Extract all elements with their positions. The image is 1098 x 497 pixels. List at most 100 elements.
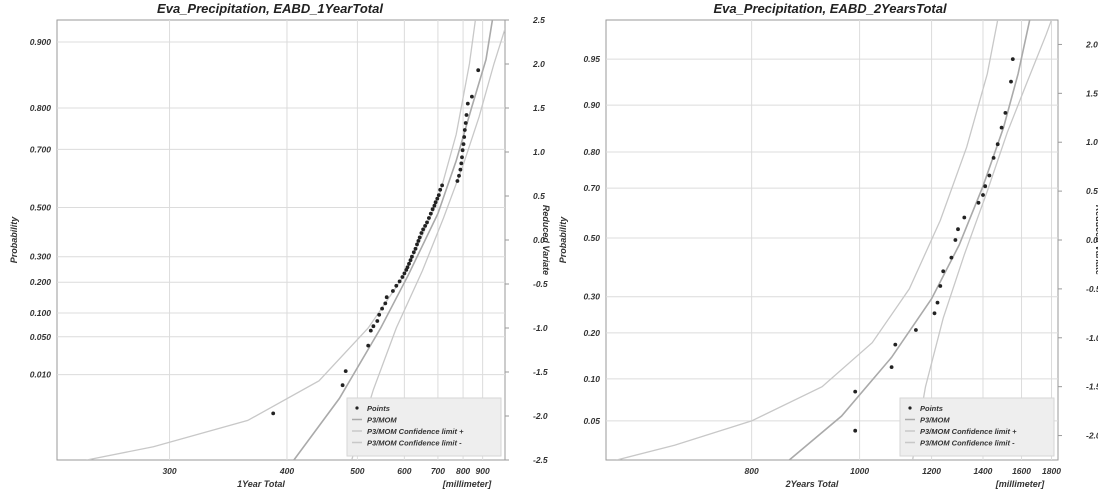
data-point (408, 258, 413, 263)
data-point (461, 142, 466, 147)
data-point (271, 411, 276, 416)
probability-tick-label: 0.30 (583, 292, 600, 302)
data-point (914, 328, 918, 332)
y-axis-label: Probability (9, 216, 19, 264)
x-tick-label: 400 (279, 466, 294, 476)
y2-axis-label: Reduced Variate (1094, 205, 1098, 275)
reduced-variate-tick-label: -0.5 (1086, 284, 1098, 294)
probability-tick-label: 0.80 (583, 147, 600, 157)
data-point (889, 365, 894, 369)
legend-box (346, 397, 502, 457)
data-point (428, 211, 433, 216)
x-tick-label: 1200 (922, 466, 941, 476)
reduced-variate-tick-label: 0.5 (1086, 186, 1098, 196)
x-axis-unit: [millimeter] (442, 479, 493, 489)
legend-label: P3/MOM (367, 416, 397, 425)
x-tick-label: 1800 (1042, 466, 1061, 476)
legend-label: P3/MOM Confidence limit + (920, 427, 1017, 436)
data-point (981, 193, 985, 197)
data-point (935, 300, 940, 305)
data-point (366, 343, 371, 348)
x-axis-unit: [millimeter] (995, 479, 1046, 489)
series-line (86, 20, 477, 460)
data-point (465, 101, 470, 106)
data-point (384, 295, 389, 300)
x-axis-label: 2Years Total (785, 479, 839, 489)
data-point (458, 167, 463, 172)
y2-axis-label: Reduced Variate (541, 205, 551, 275)
probability-tick-label: 0.10 (583, 374, 600, 384)
x-axis-label: 1Year Total (237, 479, 285, 489)
chart-panel-1: 300 400 500 600 700 800 900 0.010 0.050 0.100 0.20… (9, 1, 551, 489)
data-point (941, 269, 946, 274)
probability-tick-label: 0.95 (583, 54, 600, 64)
reduced-variate-tick-label: 0.0 (1086, 235, 1098, 245)
probability-tick-label: 0.20 (583, 328, 600, 338)
reduced-variate-tick-label: -2.5 (533, 455, 548, 465)
data-point (999, 125, 1004, 130)
probability-tick-label: 0.200 (30, 277, 52, 287)
series-group (86, 20, 505, 460)
reduced-variate-tick-label: 2.5 (532, 15, 545, 25)
reduced-variate-tick-label: -1.0 (533, 323, 548, 333)
reduced-variate-tick-label: 1.0 (533, 147, 545, 157)
probability-tick-label: 0.050 (30, 332, 52, 342)
x-tick-label: 800 (456, 466, 470, 476)
data-point (470, 94, 474, 99)
legend-label: P3/MOM Confidence limit + (367, 427, 464, 436)
data-point (1009, 79, 1013, 84)
data-point (956, 227, 960, 232)
data-point (380, 306, 384, 311)
legend: Points P3/MOM P3/MOM Confidence limit + P3/… (346, 397, 502, 457)
data-point (938, 284, 943, 288)
data-point (410, 254, 414, 259)
data-point (853, 428, 858, 433)
data-point (455, 179, 460, 183)
data-point (995, 142, 1000, 147)
data-point (417, 235, 422, 240)
data-point (949, 255, 954, 260)
reduced-variate-tick-label: -2.0 (533, 411, 548, 421)
series-line (911, 20, 1053, 460)
data-point (436, 193, 441, 198)
x-tick-label: 1600 (1012, 466, 1031, 476)
legend-marker (908, 406, 912, 410)
probability-tick-label: 0.800 (30, 103, 52, 113)
reduced-variate-tick-label: 0.5 (533, 191, 545, 201)
x-tick-label: 500 (350, 466, 364, 476)
series-line (351, 28, 505, 460)
legend-label: P3/MOM (920, 416, 950, 425)
data-point (1003, 111, 1008, 115)
reduced-variate-tick-label: 1.5 (533, 103, 545, 113)
data-point (962, 215, 967, 220)
data-point (991, 156, 996, 160)
probability-tick-label: 0.90 (583, 100, 600, 110)
data-point (893, 342, 898, 347)
data-point (435, 196, 440, 201)
x-tick-label: 300 (162, 466, 176, 476)
legend-label: P3/MOM Confidence limit - (920, 439, 1015, 448)
data-point (425, 220, 429, 225)
data-point (462, 135, 467, 139)
data-point (987, 173, 992, 178)
data-point (423, 224, 427, 228)
data-point (421, 227, 425, 232)
data-point (397, 279, 402, 284)
data-point (377, 312, 382, 317)
data-point (394, 283, 399, 288)
data-point (416, 239, 421, 243)
legend-label: Points (920, 404, 943, 413)
probability-tick-label: 0.010 (30, 370, 52, 380)
x-tick-label: 900 (476, 466, 490, 476)
data-point (430, 207, 435, 212)
chart-panel-2: 800 1000 1200 1400 1600 1800 0.05 0.10 0.20 0.30 0… (558, 1, 1098, 489)
reduced-variate-tick-label: 1.0 (1086, 137, 1098, 147)
data-point (400, 275, 405, 279)
series-line (616, 20, 999, 460)
reduced-variate-tick-label: 2.0 (532, 59, 545, 69)
data-point (407, 261, 411, 266)
data-point (460, 148, 465, 153)
reduced-variate-tick-label: -2.0 (1086, 431, 1098, 441)
series-line (293, 20, 494, 460)
